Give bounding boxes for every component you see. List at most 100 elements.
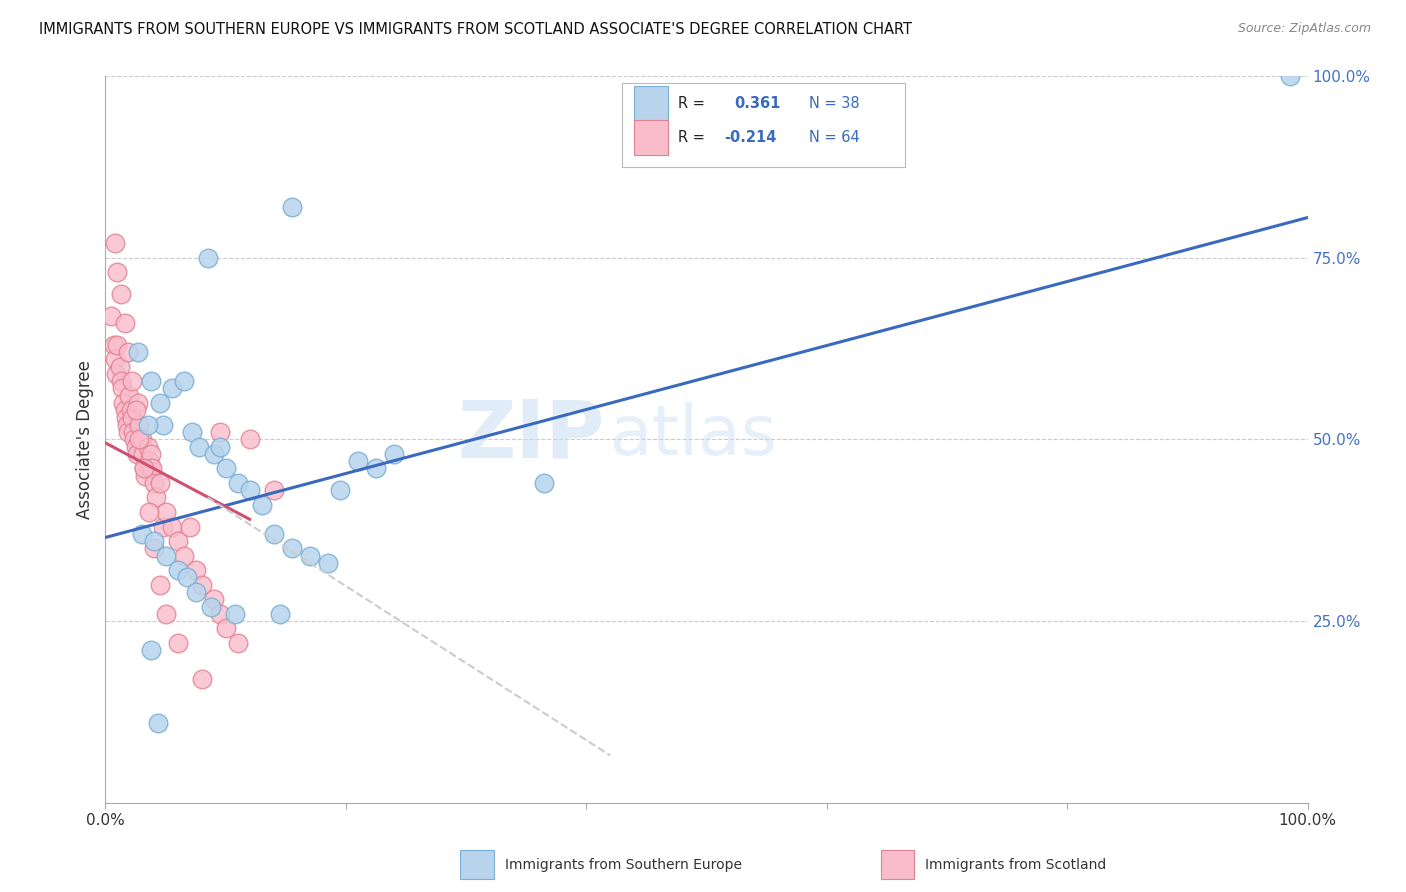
Point bbox=[202, 592, 225, 607]
Point bbox=[104, 235, 127, 250]
Point bbox=[226, 475, 249, 490]
Point bbox=[103, 338, 125, 352]
Point bbox=[132, 461, 155, 475]
Point bbox=[173, 374, 195, 388]
Point bbox=[226, 636, 249, 650]
Point bbox=[224, 607, 246, 621]
Point bbox=[148, 396, 170, 410]
Point bbox=[107, 265, 129, 279]
Point bbox=[142, 475, 165, 490]
Point bbox=[128, 417, 150, 432]
Point bbox=[263, 483, 285, 498]
Point bbox=[132, 447, 155, 461]
Point bbox=[124, 433, 146, 447]
Point bbox=[155, 549, 177, 563]
Point bbox=[117, 345, 139, 359]
Point bbox=[107, 338, 129, 352]
Point bbox=[138, 454, 160, 468]
Text: R =: R = bbox=[678, 96, 709, 111]
Point bbox=[136, 440, 159, 454]
Point bbox=[214, 621, 236, 635]
Point bbox=[160, 519, 183, 533]
Point bbox=[173, 549, 195, 563]
Point bbox=[110, 374, 132, 388]
Point bbox=[160, 381, 183, 395]
Point bbox=[208, 425, 231, 439]
Point bbox=[136, 417, 159, 432]
Point bbox=[145, 491, 167, 505]
Point bbox=[152, 519, 174, 533]
Point bbox=[132, 461, 155, 475]
Point bbox=[239, 433, 262, 447]
Point bbox=[108, 359, 131, 374]
Point bbox=[110, 287, 132, 301]
Point bbox=[214, 461, 236, 475]
Point bbox=[124, 440, 146, 454]
Point bbox=[202, 447, 225, 461]
Point bbox=[122, 425, 145, 439]
Text: Immigrants from Southern Europe: Immigrants from Southern Europe bbox=[505, 857, 741, 871]
Point bbox=[125, 447, 148, 461]
Point bbox=[111, 381, 134, 395]
Point bbox=[188, 440, 211, 454]
Point bbox=[105, 367, 128, 381]
Point bbox=[184, 585, 207, 599]
Point bbox=[316, 556, 339, 570]
Point bbox=[139, 461, 162, 475]
Point bbox=[239, 483, 262, 498]
Point bbox=[152, 417, 174, 432]
Point bbox=[190, 672, 212, 686]
FancyBboxPatch shape bbox=[880, 850, 914, 880]
Text: 0.361: 0.361 bbox=[734, 96, 780, 111]
Point bbox=[112, 396, 135, 410]
Point bbox=[131, 433, 153, 447]
Point bbox=[533, 475, 555, 490]
Point bbox=[139, 447, 162, 461]
Point bbox=[148, 715, 170, 730]
Point bbox=[127, 345, 149, 359]
Point bbox=[208, 607, 231, 621]
Point bbox=[250, 498, 273, 512]
Point bbox=[124, 403, 146, 417]
Point bbox=[298, 549, 321, 563]
Point bbox=[166, 534, 188, 549]
Point bbox=[329, 483, 352, 498]
Point bbox=[142, 534, 165, 549]
Point bbox=[155, 505, 177, 519]
Text: atlas: atlas bbox=[610, 402, 778, 469]
Point bbox=[121, 410, 143, 425]
Point bbox=[155, 607, 177, 621]
Text: N = 38: N = 38 bbox=[808, 96, 859, 111]
Point bbox=[118, 389, 141, 403]
FancyBboxPatch shape bbox=[634, 120, 668, 155]
Point bbox=[263, 526, 285, 541]
Point bbox=[179, 519, 201, 533]
Point bbox=[115, 417, 138, 432]
Text: Immigrants from Scotland: Immigrants from Scotland bbox=[925, 857, 1107, 871]
Point bbox=[134, 468, 156, 483]
Point bbox=[131, 526, 153, 541]
Point bbox=[364, 461, 387, 475]
Point bbox=[128, 433, 150, 447]
Point bbox=[200, 599, 222, 614]
Point bbox=[184, 563, 207, 577]
Point bbox=[269, 607, 291, 621]
Point bbox=[114, 316, 136, 330]
Point bbox=[121, 374, 143, 388]
Point bbox=[176, 570, 198, 584]
Point bbox=[115, 410, 138, 425]
Point bbox=[190, 578, 212, 592]
Point bbox=[127, 396, 149, 410]
Point bbox=[382, 447, 405, 461]
Point bbox=[139, 374, 162, 388]
Point bbox=[114, 403, 136, 417]
Text: Source: ZipAtlas.com: Source: ZipAtlas.com bbox=[1237, 22, 1371, 36]
Point bbox=[139, 643, 162, 657]
Y-axis label: Associate's Degree: Associate's Degree bbox=[76, 359, 94, 519]
Text: IMMIGRANTS FROM SOUTHERN EUROPE VS IMMIGRANTS FROM SCOTLAND ASSOCIATE'S DEGREE C: IMMIGRANTS FROM SOUTHERN EUROPE VS IMMIG… bbox=[39, 22, 912, 37]
Point bbox=[148, 475, 170, 490]
FancyBboxPatch shape bbox=[634, 86, 668, 121]
Point bbox=[100, 309, 122, 323]
Point bbox=[1278, 69, 1301, 83]
Text: ZIP: ZIP bbox=[457, 397, 605, 475]
